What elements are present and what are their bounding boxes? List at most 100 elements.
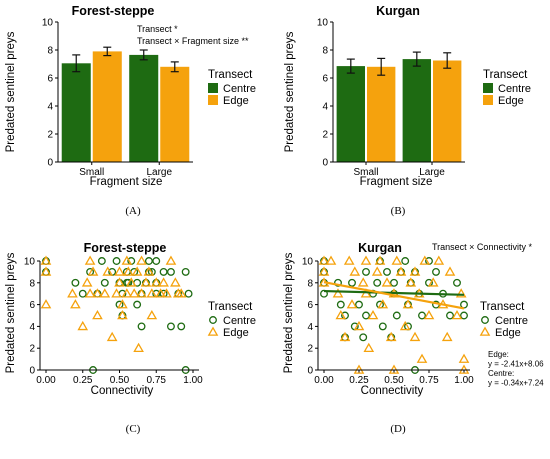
- point-centre: [392, 311, 401, 320]
- point-edge: [451, 309, 463, 320]
- bar-edge-large: [160, 66, 190, 162]
- point-edge: [441, 331, 453, 342]
- point-edge: [353, 320, 365, 331]
- x-axis-label: Fragment size: [360, 176, 433, 188]
- point-centre: [401, 257, 410, 265]
- point-edge: [363, 342, 375, 353]
- chart-title: Kurgan: [358, 241, 402, 255]
- point-edge: [419, 255, 431, 265]
- legend-label: Edge: [223, 327, 249, 339]
- panel-label: (D): [390, 423, 406, 435]
- point-edge: [374, 255, 386, 265]
- point-edge: [122, 266, 134, 276]
- point-edge: [146, 309, 158, 320]
- legend-swatch-edge: [483, 95, 493, 105]
- legend-swatch-centre: [208, 83, 218, 93]
- point-edge: [416, 353, 428, 363]
- x-tick-label: 1.00: [183, 375, 203, 386]
- point-edge: [381, 277, 393, 287]
- y-tick-label: 10: [24, 257, 36, 268]
- y-tick-label: 8: [47, 46, 53, 57]
- y-tick-label: 0: [47, 158, 53, 169]
- point-edge: [357, 277, 369, 287]
- y-tick-label: 4: [29, 322, 35, 333]
- legend-swatch-edge: [208, 95, 218, 105]
- point-edge: [444, 266, 456, 276]
- point-edge: [318, 255, 330, 265]
- x-tick-label: Small: [79, 167, 104, 178]
- x-tick-label: Large: [419, 167, 445, 178]
- point-edge: [92, 309, 103, 320]
- bar-centre-small: [336, 66, 365, 162]
- point-edge: [146, 288, 158, 298]
- point-edge: [161, 288, 172, 298]
- point-edge: [81, 277, 93, 287]
- legend-title: Transect: [480, 301, 525, 313]
- y-tick-label: 6: [307, 300, 313, 311]
- point-edge: [395, 266, 407, 276]
- point-edge: [360, 255, 372, 265]
- point-centre: [159, 267, 168, 276]
- point-edge: [402, 299, 414, 309]
- bar-centre-large: [129, 54, 159, 162]
- x-tick-label: 1.00: [454, 375, 474, 386]
- legend-label: Centre: [223, 83, 256, 95]
- point-centre: [432, 267, 440, 276]
- y-tick-label: 10: [302, 257, 314, 268]
- y-tick-label: 8: [322, 46, 328, 57]
- fit-equation: y = -2.41x+8.06: [488, 360, 544, 369]
- x-tick-label: 0.75: [147, 375, 167, 386]
- point-centre: [144, 257, 153, 265]
- y-tick-label: 6: [47, 74, 53, 85]
- point-edge: [87, 266, 99, 276]
- point-centre: [359, 333, 368, 342]
- point-edge: [111, 288, 122, 298]
- bar-edge-large: [433, 60, 462, 162]
- x-tick-label: Small: [353, 167, 378, 178]
- y-tick-label: 10: [42, 18, 54, 29]
- bar-centre-small: [61, 63, 91, 162]
- y-axis-label: Predated sentinel preys: [283, 252, 295, 373]
- y-tick-label: 6: [29, 300, 35, 311]
- point-centre: [362, 311, 370, 320]
- point-edge: [136, 288, 147, 298]
- y-tick-label: 0: [29, 366, 35, 377]
- point-edge: [409, 331, 421, 342]
- point-edge: [318, 266, 330, 276]
- point-edge: [121, 255, 133, 265]
- bar-edge-small: [367, 66, 396, 162]
- point-edge: [458, 353, 470, 363]
- y-tick-label: 2: [47, 130, 53, 141]
- point-edge: [346, 299, 358, 309]
- point-centre: [383, 267, 391, 276]
- y-tick-label: 10: [317, 18, 329, 29]
- legend-title: Transect: [208, 69, 253, 81]
- y-tick-label: 8: [307, 278, 313, 289]
- point-edge: [377, 299, 389, 309]
- bar-edge-small: [92, 51, 122, 162]
- point-edge: [367, 309, 379, 320]
- point-centre: [336, 300, 345, 309]
- x-tick-label: 0.50: [384, 375, 404, 386]
- chart-title: Forest-steppe: [84, 241, 167, 255]
- annotation: Transect × Fragment size **: [137, 36, 249, 46]
- point-centre: [378, 322, 387, 331]
- point-edge: [335, 309, 347, 320]
- y-tick-label: 2: [322, 130, 328, 141]
- y-axis-label: Predated sentinel preys: [284, 31, 296, 152]
- annotation: Transect *: [137, 24, 178, 34]
- legend-label: Centre: [223, 315, 256, 327]
- y-tick-label: 4: [47, 102, 53, 113]
- point-edge: [339, 331, 351, 342]
- legend-label: Centre: [498, 83, 531, 95]
- point-edge: [349, 266, 361, 276]
- point-centre: [355, 300, 363, 309]
- x-tick-label: Large: [146, 167, 172, 178]
- fit-equation: Centre:: [488, 369, 514, 378]
- point-edge: [117, 299, 128, 309]
- point-centre: [446, 311, 454, 320]
